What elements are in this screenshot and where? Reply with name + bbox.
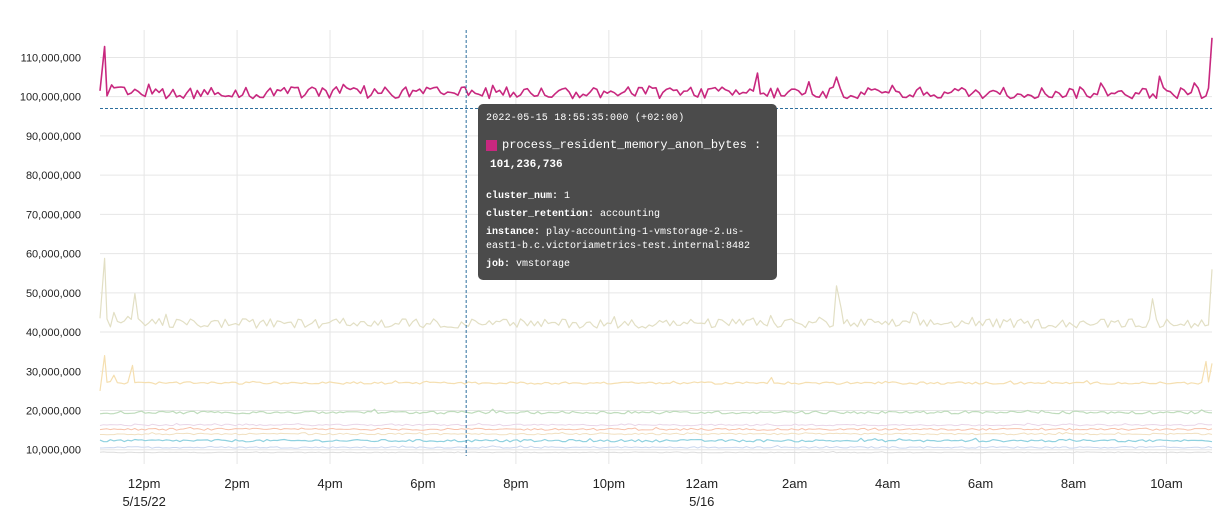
tooltip-timestamp: 2022-05-15 18:55:35:000 (+02:00)	[486, 113, 685, 124]
y-tick-label: 30,000,000	[26, 366, 81, 378]
series-line	[99, 437, 1213, 443]
x-tick-label: 6pm	[410, 476, 435, 491]
y-tick-label: 110,000,000	[21, 52, 81, 64]
y-tick-label: 20,000,000	[26, 405, 81, 417]
tooltip-label-row: job: vmstorage	[486, 258, 769, 272]
tooltip-label-key: job:	[486, 259, 511, 270]
x-tick-label: 10pm	[593, 476, 626, 491]
x-tick-label: 4pm	[317, 476, 342, 491]
tooltip-label-key: instance:	[486, 227, 541, 238]
y-tick-label: 40,000,000	[26, 327, 81, 339]
x-tick-label: 8pm	[503, 476, 528, 491]
tooltip-label-value: accounting	[594, 209, 661, 220]
tooltip-label-value: vmstorage	[510, 259, 571, 270]
tooltip-metric: process_resident_memory_anon_bytes :	[486, 138, 769, 152]
x-tick-label: 12pm	[128, 476, 161, 491]
series-line	[99, 37, 1213, 100]
y-tick-label: 80,000,000	[26, 170, 81, 182]
series-line	[99, 426, 1213, 431]
value-tooltip: 2022-05-15 18:55:35:000 (+02:00) process…	[478, 104, 777, 280]
tooltip-label-row: instance: play-accounting-1-vmstorage-2.…	[486, 226, 769, 254]
x-axis: 12pm 5/15/22 2pm 4pm 6pm 8pm 10pm 12am 5/16 2am 4a…	[122, 476, 1182, 509]
y-tick-label: 50,000,000	[26, 288, 81, 300]
series-line	[99, 355, 1213, 391]
x-tick-label: 4am	[875, 476, 900, 491]
series-line	[99, 257, 1213, 329]
tooltip-label-key: cluster_retention:	[486, 209, 595, 220]
x-tick-label: 8am	[1061, 476, 1086, 491]
tooltip-metric-name: process_resident_memory_anon_bytes :	[502, 138, 762, 152]
tooltip-label-row: cluster_retention: accounting	[486, 208, 769, 222]
y-tick-label: 100,000,000	[20, 92, 81, 104]
x-tick-label: 12am	[686, 476, 719, 491]
series-line	[99, 445, 1213, 449]
chart-series	[99, 37, 1213, 454]
y-tick-label: 90,000,000	[26, 131, 81, 143]
x-tick-label: 2pm	[224, 476, 249, 491]
tooltip-value: 101,236,736	[490, 159, 563, 171]
tooltip-label-value: play-accounting-1-vmstorage-2.us-east1-b…	[486, 227, 751, 252]
y-tick-label: 60,000,000	[26, 249, 81, 261]
tooltip-label-row: cluster_num: 1	[486, 190, 769, 204]
series-line	[99, 451, 1213, 454]
tooltip-labels: cluster_num: 1 cluster_retention: accoun…	[486, 190, 769, 272]
series-line	[99, 422, 1213, 427]
tooltip-label-key: cluster_num:	[486, 191, 559, 202]
x-tick-label: 6am	[968, 476, 993, 491]
y-tick-label: 70,000,000	[26, 209, 81, 221]
series-line	[99, 408, 1213, 415]
series-line	[100, 431, 1213, 436]
y-axis: 110,000,000 100,000,000 90,000,000 80,000,0…	[20, 52, 81, 456]
series-color-swatch	[486, 139, 497, 151]
x-tick-date-label: 5/15/22	[122, 494, 165, 509]
y-tick-label: 10,000,000	[26, 445, 81, 457]
x-tick-date-label: 5/16	[689, 494, 714, 509]
tooltip-label-value: 1	[558, 191, 571, 202]
x-tick-label: 2am	[782, 476, 807, 491]
x-tick-label: 10am	[1150, 476, 1183, 491]
